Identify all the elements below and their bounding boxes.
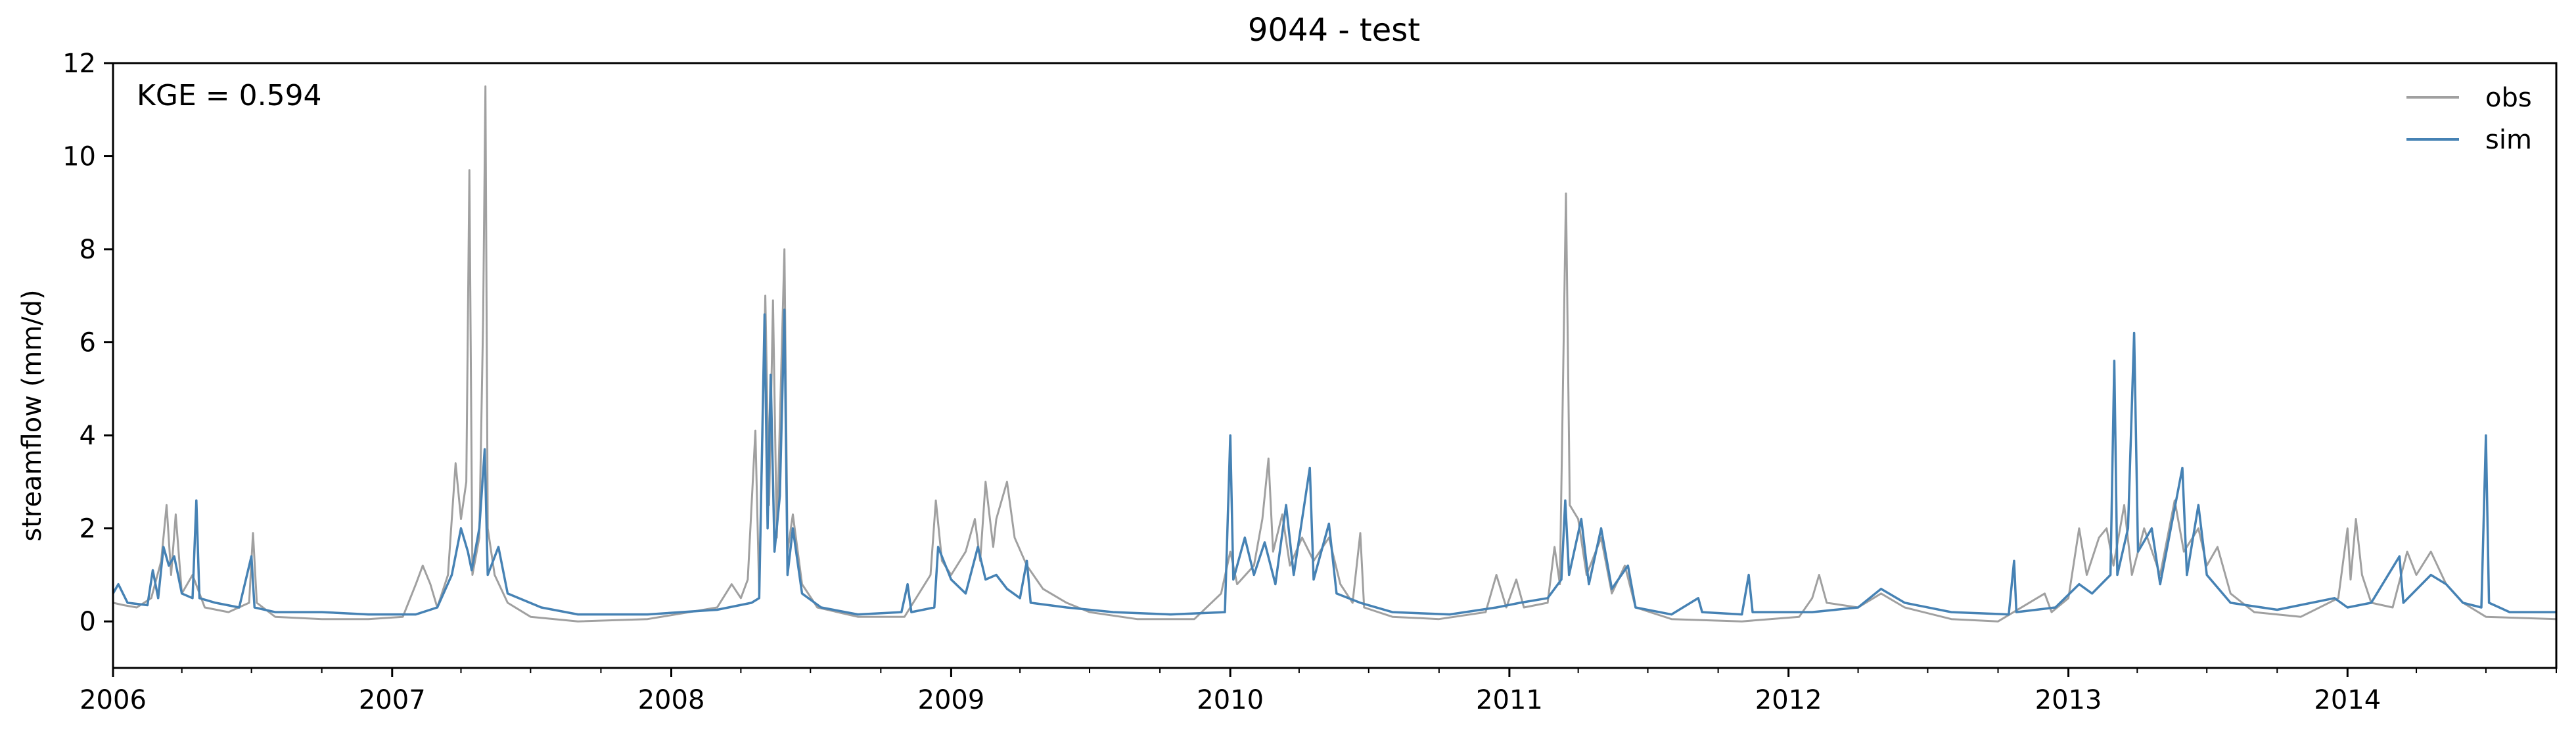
y-tick-label: 4: [80, 421, 96, 451]
series-line-obs: [112, 85, 2557, 623]
chart-title: 9044 - test: [1248, 12, 1420, 49]
y-tick-label: 0: [80, 607, 96, 637]
y-tick-label: 12: [62, 49, 96, 79]
x-tick-label: 2007: [359, 685, 426, 715]
x-tick-label: 2006: [80, 685, 147, 715]
x-tick-label: 2011: [1476, 685, 1543, 715]
plot-frame: [112, 62, 2558, 669]
legend-label-obs: obs: [2485, 83, 2532, 113]
x-tick-label: 2009: [918, 685, 985, 715]
x-tick-label: 2012: [1755, 685, 1822, 715]
kge-annotation: KGE = 0.594: [137, 79, 322, 112]
y-tick-label: 6: [80, 328, 96, 358]
x-axis: 2006 2007 2008 2009 2010 2011 2012 2013 2014: [80, 668, 2557, 715]
y-axis-label: streamflow (mm/d): [17, 289, 47, 541]
plot-area: 2006 2007 2008 2009 2010 2011 2012 2013 2014 0 2 4…: [62, 49, 2558, 715]
x-tick-label: 2013: [2035, 685, 2102, 715]
y-axis: 0 2 4 6 8 10 12: [62, 49, 113, 637]
x-tick-label: 2008: [638, 685, 705, 715]
series-layer: [112, 85, 2557, 623]
y-tick-label: 2: [80, 514, 96, 544]
x-tick-label: 2010: [1197, 685, 1264, 715]
legend: obs sim: [2406, 83, 2532, 155]
y-tick-label: 8: [80, 235, 96, 265]
x-tick-label: 2014: [2314, 685, 2381, 715]
series-line-sim: [112, 308, 2556, 616]
y-tick-label: 10: [62, 142, 96, 172]
legend-label-sim: sim: [2485, 125, 2532, 155]
